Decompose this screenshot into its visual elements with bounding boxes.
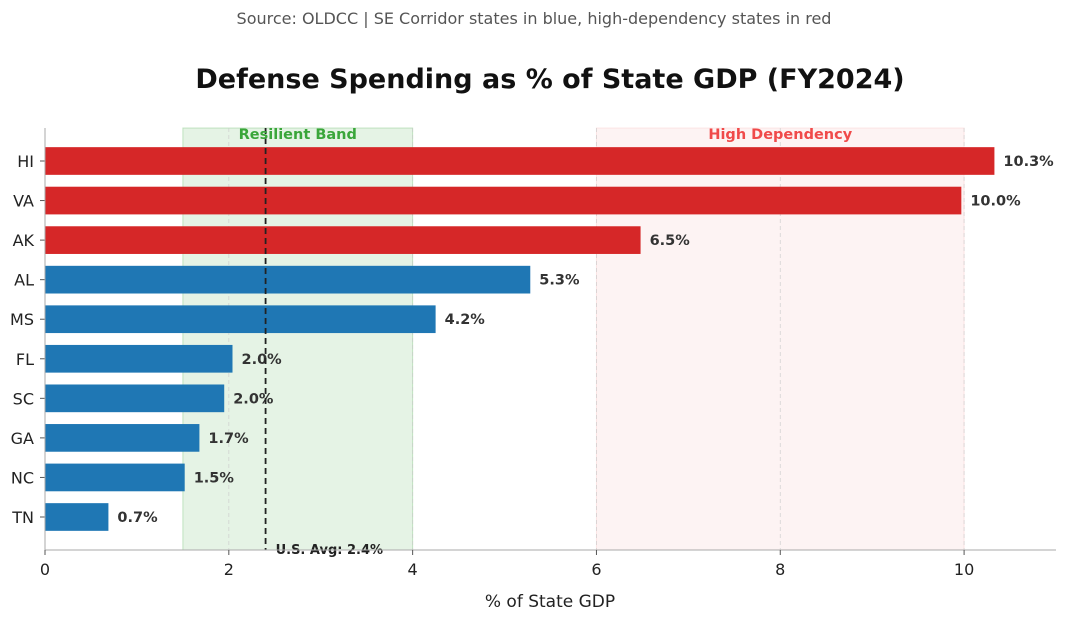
value-label-AK: 6.5% [650,233,691,249]
bar-GA [45,424,200,452]
band-label-layer: Resilient Band High Dependency [239,127,853,143]
value-label-MS: 4.2% [445,312,486,328]
bar-layer: 10.3% 10.0% 6.5% 5.3% 4.2% 2.0% 2.0% 1.7% 1.5% 0.… [45,147,1054,531]
category-label-VA: VA [13,192,34,211]
value-label-FL: 2.0% [241,352,282,368]
axes-layer: HI VA AK AL MS FL SC GA NC TN 0 2 4 6 8 10 [10,128,1056,579]
category-label-HI: HI [17,152,34,171]
x-tick-label-0: 0 [40,560,50,579]
chart-title: Defense Spending as % of State GDP (FY20… [195,64,904,95]
category-label-GA: GA [11,429,34,448]
value-label-NC: 1.5% [194,470,235,486]
category-label-AK: AK [13,231,35,250]
category-label-MS: MS [10,310,34,329]
x-tick-label-1: 2 [224,560,234,579]
bar-TN [45,503,109,531]
bar-NC [45,463,185,492]
chart-subtitle: Source: OLDCC | SE Corridor states in bl… [237,9,832,28]
band-label-0: Resilient Band [239,127,357,143]
value-label-GA: 1.7% [208,431,249,447]
x-axis-label: % of State GDP [485,592,615,612]
x-tick-label-3: 6 [591,560,601,579]
value-label-VA: 10.0% [970,194,1021,210]
x-tick-label-5: 10 [954,560,974,579]
category-label-FL: FL [16,350,34,369]
bar-HI [45,147,995,175]
value-label-HI: 10.3% [1003,154,1054,170]
bar-AK [45,226,641,254]
bar-AL [45,265,531,294]
bar-SC [45,384,225,413]
bar-FL [45,344,233,373]
category-label-TN: TN [11,508,34,527]
bar-MS [45,305,436,334]
x-tick-label-2: 4 [408,560,418,579]
value-label-AL: 5.3% [539,273,580,289]
category-label-NC: NC [11,468,34,487]
category-label-AL: AL [14,271,34,290]
bar-VA [45,186,962,215]
category-label-SC: SC [13,389,34,408]
band-label-1: High Dependency [708,127,852,143]
value-label-TN: 0.7% [117,510,158,526]
value-label-SC: 2.0% [233,391,274,407]
x-tick-label-4: 8 [775,560,785,579]
